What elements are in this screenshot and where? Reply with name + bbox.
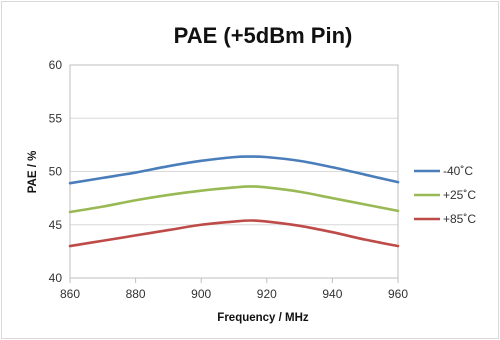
chart-title: PAE (+5dBm Pin)	[174, 23, 353, 48]
x-tick-label: 940	[322, 287, 342, 301]
series-line-25-C	[70, 186, 398, 212]
series-lines	[70, 157, 398, 246]
legend: -40˚C +25˚C +85˚C	[414, 164, 476, 226]
x-tick-label: 900	[191, 287, 211, 301]
y-tick-label: 40	[49, 271, 63, 285]
legend-label: +25˚C	[443, 188, 476, 202]
y-axis-ticks: 40 45 50 55 60	[49, 58, 63, 285]
x-axis-ticks: 860 880 900 920 940 960	[60, 278, 408, 301]
x-tick-label: 880	[126, 287, 146, 301]
y-tick-label: 60	[49, 58, 63, 72]
legend-label: +85˚C	[443, 212, 476, 226]
series-line-40-C	[70, 157, 398, 184]
x-axis-label: Frequency / MHz	[217, 312, 309, 324]
x-tick-label: 920	[257, 287, 277, 301]
y-axis-label: PAE / %	[27, 151, 39, 194]
x-tick-label: 960	[388, 287, 408, 301]
y-tick-label: 55	[49, 111, 63, 125]
x-tick-label: 860	[60, 287, 80, 301]
legend-label: -40˚C	[443, 164, 473, 178]
y-tick-label: 50	[49, 165, 63, 179]
y-tick-label: 45	[49, 218, 63, 232]
